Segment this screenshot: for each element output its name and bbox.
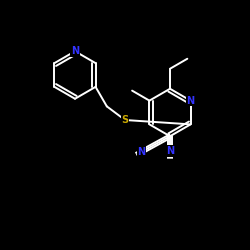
Text: N: N (166, 146, 174, 156)
Text: S: S (122, 115, 128, 125)
Text: N: N (71, 46, 79, 56)
Text: N: N (138, 147, 145, 157)
Text: N: N (186, 96, 195, 106)
